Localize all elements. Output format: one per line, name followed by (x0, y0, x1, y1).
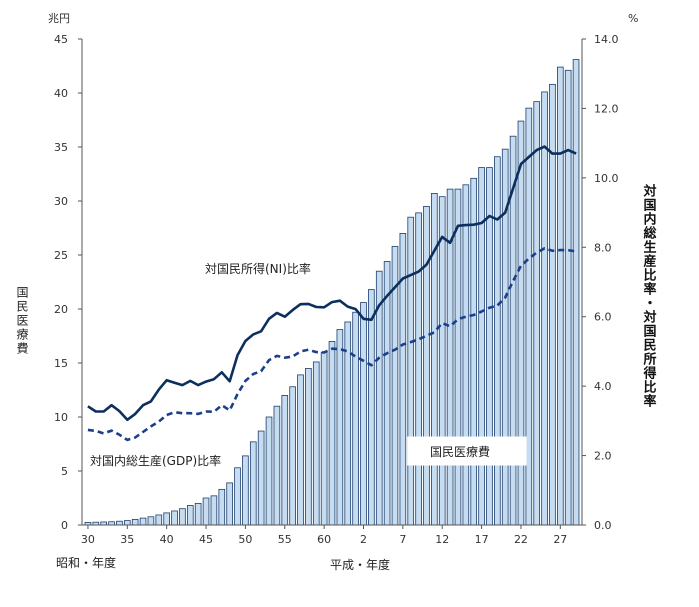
ni-line-annotation: 対国民所得(NI)比率 (205, 261, 311, 276)
bar (147, 516, 155, 526)
y-left-tick-label: 5 (61, 465, 68, 478)
y-left-tick-label: 30 (54, 195, 68, 208)
x-tick-label: 60 (317, 533, 331, 546)
bar (525, 107, 533, 526)
y-right-tick-label: 10.0 (594, 172, 619, 185)
bar (533, 101, 541, 526)
bar (494, 156, 501, 526)
x-tick-label: 45 (199, 533, 213, 546)
y-right-tick-label: 2.0 (594, 450, 612, 463)
bar (383, 261, 391, 526)
x-tick-label: 30 (81, 533, 95, 546)
bar (242, 455, 249, 526)
bar (407, 216, 415, 526)
ni-ratio-line (87, 145, 577, 422)
bar (297, 374, 304, 526)
y-left-tick-label: 0 (61, 519, 68, 532)
y-left-tick-label: 45 (54, 33, 68, 46)
bar (210, 495, 218, 526)
bar (470, 177, 478, 526)
bar (179, 508, 186, 526)
bar-legend-label: 国民医療費 (430, 444, 490, 459)
bar (202, 497, 210, 526)
x-tick-label: 50 (238, 533, 252, 546)
bar (328, 340, 336, 526)
x-axis-label-showa: 昭和・年度 (56, 555, 116, 570)
x-tick-label: 12 (435, 533, 449, 546)
y-left-tick-label: 20 (54, 303, 68, 316)
y-left-tick-label: 25 (54, 249, 68, 262)
y-right-tick-label: 8.0 (594, 241, 612, 254)
x-tick-label: 22 (514, 533, 528, 546)
x-tick-label: 7 (399, 533, 406, 546)
x-tick-label: 17 (475, 533, 489, 546)
x-tick-label: 27 (553, 533, 567, 546)
bar (557, 66, 564, 526)
bar (139, 517, 147, 526)
bar (194, 502, 202, 526)
bar (249, 441, 257, 526)
bar (454, 188, 462, 526)
x-tick-label: 55 (278, 533, 292, 546)
y-right-axis-label: 対国内総生産比率・対国民所得比率 (641, 183, 658, 408)
bar (564, 69, 572, 526)
y-right-tick-label: 6.0 (594, 311, 612, 324)
bar (336, 329, 344, 526)
bar (218, 488, 226, 526)
bar (226, 482, 233, 526)
bar (234, 467, 241, 526)
bar (281, 394, 289, 526)
y-left-tick-label: 40 (54, 87, 68, 100)
bar (352, 311, 359, 526)
gdp-line-annotation: 対国内総生産(GDP)比率 (90, 453, 221, 468)
bar (257, 430, 265, 526)
bar (423, 205, 430, 526)
bar (163, 512, 170, 526)
y-left-tick-label: 35 (54, 141, 68, 154)
bar (541, 91, 548, 526)
bar (312, 361, 320, 526)
bar-legend-box (407, 436, 527, 466)
bar (123, 520, 131, 526)
x-tick-label: 35 (120, 533, 134, 546)
y-right-tick-label: 12.0 (594, 102, 619, 115)
y-right-tick-label: 0.0 (594, 519, 612, 532)
left-unit-label: 兆円 (48, 12, 70, 25)
y-left-tick-label: 15 (54, 357, 68, 370)
y-right-tick-label: 14.0 (594, 33, 619, 46)
x-tick-label: 2 (360, 533, 367, 546)
bar (305, 367, 312, 526)
axes: 0 5 10 15 20 25 30 35 40 45 0.0 2.0 4.0 6.0 8.0 10.0 12.… (54, 33, 619, 546)
right-unit-label: % (628, 12, 638, 25)
bar (572, 59, 580, 526)
gdp-ratio-line (87, 247, 577, 442)
bar (116, 520, 123, 526)
bar (186, 505, 194, 526)
bar (368, 289, 375, 526)
bar (486, 167, 493, 526)
line-series (87, 145, 577, 442)
bar (360, 302, 367, 526)
bar (273, 405, 281, 526)
bar (431, 193, 438, 526)
y-left-tick-label: 10 (54, 411, 68, 424)
bar (171, 510, 178, 526)
x-axis-label-heisei: 平成・年度 (330, 557, 390, 572)
bar-series (84, 59, 580, 526)
bar (265, 416, 273, 526)
bar (344, 321, 352, 526)
y-right-tick-label: 4.0 (594, 380, 612, 393)
y-left-axis-label: 国民医療費 (15, 286, 29, 356)
bar (289, 386, 296, 526)
bar (415, 212, 422, 526)
x-tick-label: 40 (160, 533, 174, 546)
bar (155, 514, 163, 526)
bar (462, 184, 470, 526)
bar (438, 196, 446, 526)
bar (320, 351, 328, 526)
bar (131, 518, 139, 526)
